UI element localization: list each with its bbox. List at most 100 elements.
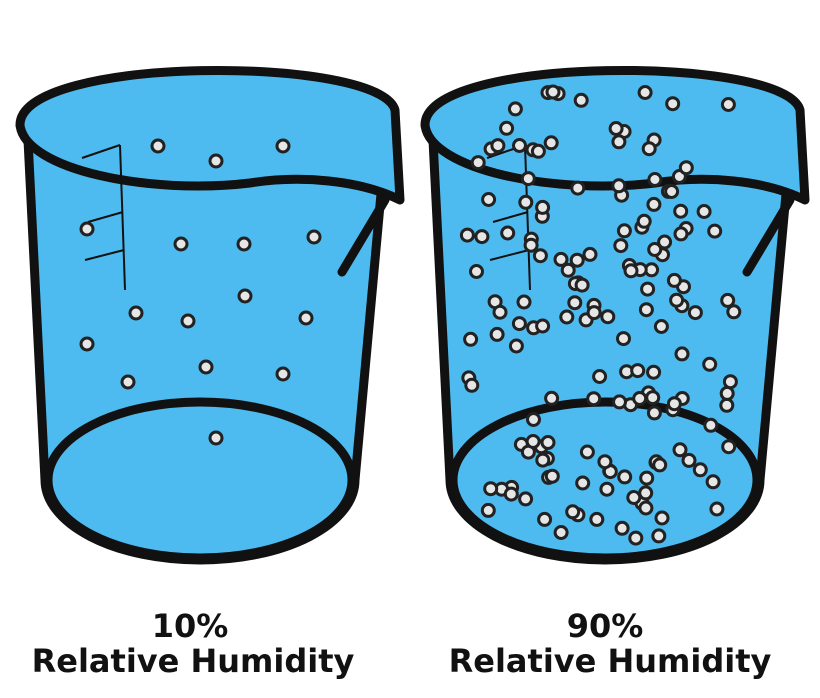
vapor-dot (480, 502, 496, 518)
vapor-dot (470, 155, 486, 171)
vapor-dot (474, 229, 490, 245)
vapor-dot (500, 225, 516, 241)
vapor-dot (499, 120, 515, 136)
vapor-dot (651, 528, 667, 544)
vapor-dot (298, 310, 314, 326)
vapor-dot (574, 277, 590, 293)
vapor-dot (537, 511, 553, 527)
vapor-dot (705, 474, 721, 490)
vapor-dot (180, 313, 196, 329)
vapor-dot (508, 338, 524, 354)
vapor-dot (586, 305, 602, 321)
vapor-dot (638, 485, 654, 501)
vapor-dot (540, 435, 556, 450)
vapor-dot (632, 391, 648, 406)
vapor-dot (665, 96, 681, 112)
vapor-dot (672, 442, 688, 458)
vapor-dot (565, 504, 581, 520)
vapor-dot (198, 359, 214, 375)
vapor-dot (237, 288, 253, 304)
vapor-dot (653, 319, 669, 334)
vapor-dot (489, 326, 505, 342)
vapor-dot (611, 134, 627, 150)
vapor-dot (545, 84, 561, 100)
vapor-dot (654, 510, 670, 526)
vapor-dot (617, 469, 633, 485)
vapor-dot (637, 85, 653, 100)
vapor-dot (646, 364, 662, 380)
vapor-dot (608, 121, 624, 136)
vapor-dot (726, 304, 742, 320)
vapor-dot (120, 374, 136, 390)
vapor-dot (703, 417, 719, 433)
label-right: Relative Humidity (449, 642, 772, 680)
vapor-dot (696, 204, 712, 219)
percent-left: 10% (152, 607, 229, 645)
vapor-dot (626, 490, 642, 505)
vapor-dot (520, 171, 536, 187)
vapor-dot (613, 238, 629, 254)
vapor-dot (692, 462, 708, 478)
vapor-dot (463, 331, 479, 347)
vapor-dot (647, 242, 663, 257)
vapor-dot (483, 481, 499, 497)
vapor-dot (647, 172, 663, 187)
vapor-dot (600, 309, 616, 325)
vapor-dot (611, 178, 627, 194)
vapor-dot (535, 199, 551, 215)
vapor-dot (535, 452, 551, 468)
vapor-dot (575, 475, 591, 491)
vapor-dot (511, 316, 527, 332)
vapor-dot (208, 153, 224, 169)
vapor-dot (464, 377, 480, 393)
vapor-dot (530, 143, 546, 159)
vapor-dot (614, 520, 630, 536)
vapor-dot (702, 356, 718, 372)
vapor-dots-left (79, 138, 322, 446)
vapor-dot (459, 227, 475, 243)
vapor-dot (641, 141, 657, 157)
vapor-dot (573, 92, 589, 108)
vapor-dot (687, 305, 703, 321)
vapor-dot (492, 304, 508, 320)
vapor-dot (638, 302, 654, 318)
vapor-dot (516, 294, 532, 310)
vapor-dot (674, 346, 690, 362)
vapor-dots-right (459, 84, 742, 546)
vapor-dot (640, 281, 656, 297)
vapor-dot (560, 262, 576, 278)
vapor-dot (623, 263, 639, 279)
vapor-dot (150, 138, 166, 154)
vapor-dot (79, 221, 95, 237)
vapor-dot (721, 439, 737, 455)
vapor-dot (664, 184, 680, 199)
vapor-dot (306, 229, 322, 245)
beaker-left (20, 70, 400, 560)
vapor-dot (512, 138, 527, 153)
vapor-dot (543, 135, 559, 151)
vapor-dot (709, 501, 725, 517)
vapor-dot (507, 101, 523, 117)
vapor-dot (589, 511, 605, 527)
vapor-dot (579, 444, 595, 460)
vapor-dot (518, 491, 534, 507)
vapor-dot (275, 366, 291, 382)
vapor-dot (567, 295, 583, 311)
vapor-dot (719, 397, 735, 413)
vapor-dot (503, 486, 519, 502)
vapor-dot (666, 272, 682, 288)
vapor-dot (275, 138, 291, 154)
vapor-dot (722, 374, 738, 390)
vapor-dot (481, 192, 497, 207)
vapor-dot (236, 236, 252, 252)
vapor-dot (673, 203, 689, 219)
vapor-dot (553, 251, 569, 267)
vapor-dot (559, 309, 575, 325)
label-left: Relative Humidity (32, 642, 355, 680)
vapor-dot (673, 226, 689, 242)
vapor-dot (79, 336, 95, 352)
vapor-dot (535, 318, 551, 334)
vapor-dot (469, 264, 484, 279)
